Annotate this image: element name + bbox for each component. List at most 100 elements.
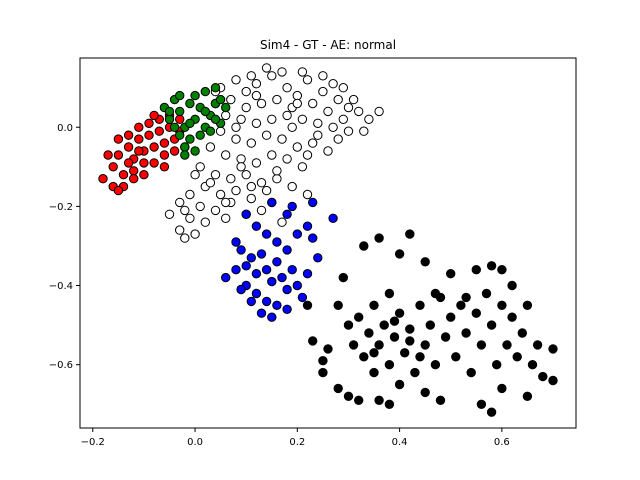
point-series-3-25 bbox=[261, 229, 272, 239]
point-series-2-17 bbox=[180, 142, 190, 152]
point-series-4-46 bbox=[476, 399, 487, 409]
point-series-3-22 bbox=[231, 265, 241, 275]
point-series-3-20 bbox=[256, 308, 267, 318]
point-series-2-13 bbox=[210, 83, 221, 93]
point-series-1-18 bbox=[159, 150, 170, 160]
point-series-0-3 bbox=[251, 79, 262, 89]
point-series-4-28 bbox=[466, 367, 476, 378]
y-tick-label: −0.2 bbox=[49, 202, 73, 213]
point-series-0-35 bbox=[308, 138, 318, 148]
point-series-2-15 bbox=[215, 94, 226, 105]
point-series-0-20 bbox=[221, 110, 231, 121]
point-series-4-64 bbox=[471, 265, 481, 275]
point-series-0-15 bbox=[272, 94, 282, 105]
point-series-4-10 bbox=[384, 360, 395, 370]
point-series-2-23 bbox=[221, 102, 231, 113]
point-series-0-13 bbox=[308, 98, 318, 109]
point-series-4-16 bbox=[405, 324, 415, 334]
point-series-3-7 bbox=[267, 276, 277, 287]
point-series-3-17 bbox=[261, 296, 272, 307]
point-series-4-17 bbox=[410, 367, 420, 378]
point-series-4-76 bbox=[389, 316, 400, 326]
point-series-0-22 bbox=[251, 118, 262, 129]
point-series-1-7 bbox=[144, 130, 154, 140]
point-series-0-9 bbox=[333, 94, 343, 105]
point-series-0-66 bbox=[180, 233, 190, 243]
point-series-0-39 bbox=[236, 154, 246, 164]
point-series-1-22 bbox=[123, 130, 134, 140]
point-series-4-61 bbox=[394, 249, 405, 259]
point-series-4-25 bbox=[451, 352, 461, 362]
point-series-0-31 bbox=[246, 138, 257, 148]
point-series-4-29 bbox=[471, 308, 481, 318]
point-series-1-30 bbox=[113, 185, 124, 196]
point-series-0-28 bbox=[343, 126, 354, 136]
point-series-1-36 bbox=[123, 158, 134, 168]
point-series-3-39 bbox=[221, 272, 231, 283]
point-series-4-77 bbox=[415, 352, 425, 362]
point-series-0-10 bbox=[343, 102, 354, 113]
point-series-4-19 bbox=[420, 340, 430, 350]
point-series-4-53 bbox=[333, 383, 343, 394]
point-series-4-38 bbox=[517, 328, 527, 338]
point-series-4-36 bbox=[507, 312, 517, 322]
point-series-0-85 bbox=[180, 205, 190, 216]
point-series-0-62 bbox=[200, 217, 211, 227]
point-series-1-19 bbox=[169, 146, 180, 156]
point-series-0-60 bbox=[175, 197, 185, 208]
point-series-4-67 bbox=[507, 280, 517, 291]
point-series-3-32 bbox=[308, 197, 318, 208]
point-series-2-21 bbox=[205, 126, 216, 136]
point-series-0-92 bbox=[323, 106, 333, 117]
point-series-0-25 bbox=[297, 114, 308, 125]
point-series-4-20 bbox=[425, 320, 435, 330]
point-series-0-1 bbox=[231, 75, 241, 85]
y-tick-label: 0.0 bbox=[57, 123, 73, 134]
point-series-1-23 bbox=[134, 122, 144, 133]
point-series-3-28 bbox=[292, 229, 302, 239]
point-series-3-16 bbox=[251, 288, 262, 299]
point-series-4-21 bbox=[430, 360, 441, 370]
point-series-0-53 bbox=[246, 193, 257, 204]
point-series-3-2 bbox=[241, 261, 251, 271]
point-series-0-80 bbox=[313, 130, 323, 140]
point-series-4-18 bbox=[415, 300, 425, 310]
point-series-4-43 bbox=[548, 344, 558, 354]
point-series-0-52 bbox=[231, 185, 241, 196]
point-series-0-71 bbox=[364, 114, 374, 125]
point-series-4-55 bbox=[318, 356, 328, 366]
point-series-0-44 bbox=[195, 162, 205, 172]
point-series-3-24 bbox=[246, 296, 257, 307]
point-series-4-3 bbox=[354, 312, 364, 322]
point-series-0-41 bbox=[267, 150, 277, 160]
point-series-0-29 bbox=[215, 126, 226, 136]
point-series-3-26 bbox=[272, 237, 282, 247]
point-series-0-54 bbox=[261, 185, 272, 196]
point-series-4-41 bbox=[532, 340, 543, 350]
point-series-4-15 bbox=[400, 348, 410, 358]
point-series-4-65 bbox=[486, 261, 497, 271]
point-series-1-5 bbox=[134, 134, 144, 144]
point-series-4-23 bbox=[440, 332, 451, 342]
point-series-0-70 bbox=[277, 217, 287, 227]
point-series-0-73 bbox=[374, 106, 384, 117]
point-series-4-6 bbox=[369, 367, 379, 378]
point-series-0-72 bbox=[359, 126, 369, 136]
point-series-4-27 bbox=[461, 328, 471, 338]
point-series-0-17 bbox=[241, 102, 251, 113]
point-series-1-14 bbox=[118, 170, 129, 180]
point-series-0-33 bbox=[277, 134, 287, 144]
point-series-0-24 bbox=[282, 110, 292, 121]
point-series-3-3 bbox=[246, 253, 257, 263]
point-series-4-32 bbox=[486, 320, 497, 330]
point-series-3-21 bbox=[267, 312, 277, 322]
point-series-1-13 bbox=[175, 114, 185, 125]
point-series-3-27 bbox=[282, 245, 292, 255]
point-series-4-60 bbox=[405, 229, 415, 239]
point-series-0-81 bbox=[333, 134, 343, 144]
point-series-2-10 bbox=[200, 86, 211, 97]
point-series-4-5 bbox=[364, 328, 374, 338]
point-series-3-34 bbox=[241, 209, 251, 220]
x-tick-label: 0.6 bbox=[494, 437, 510, 448]
point-series-0-32 bbox=[261, 130, 272, 140]
